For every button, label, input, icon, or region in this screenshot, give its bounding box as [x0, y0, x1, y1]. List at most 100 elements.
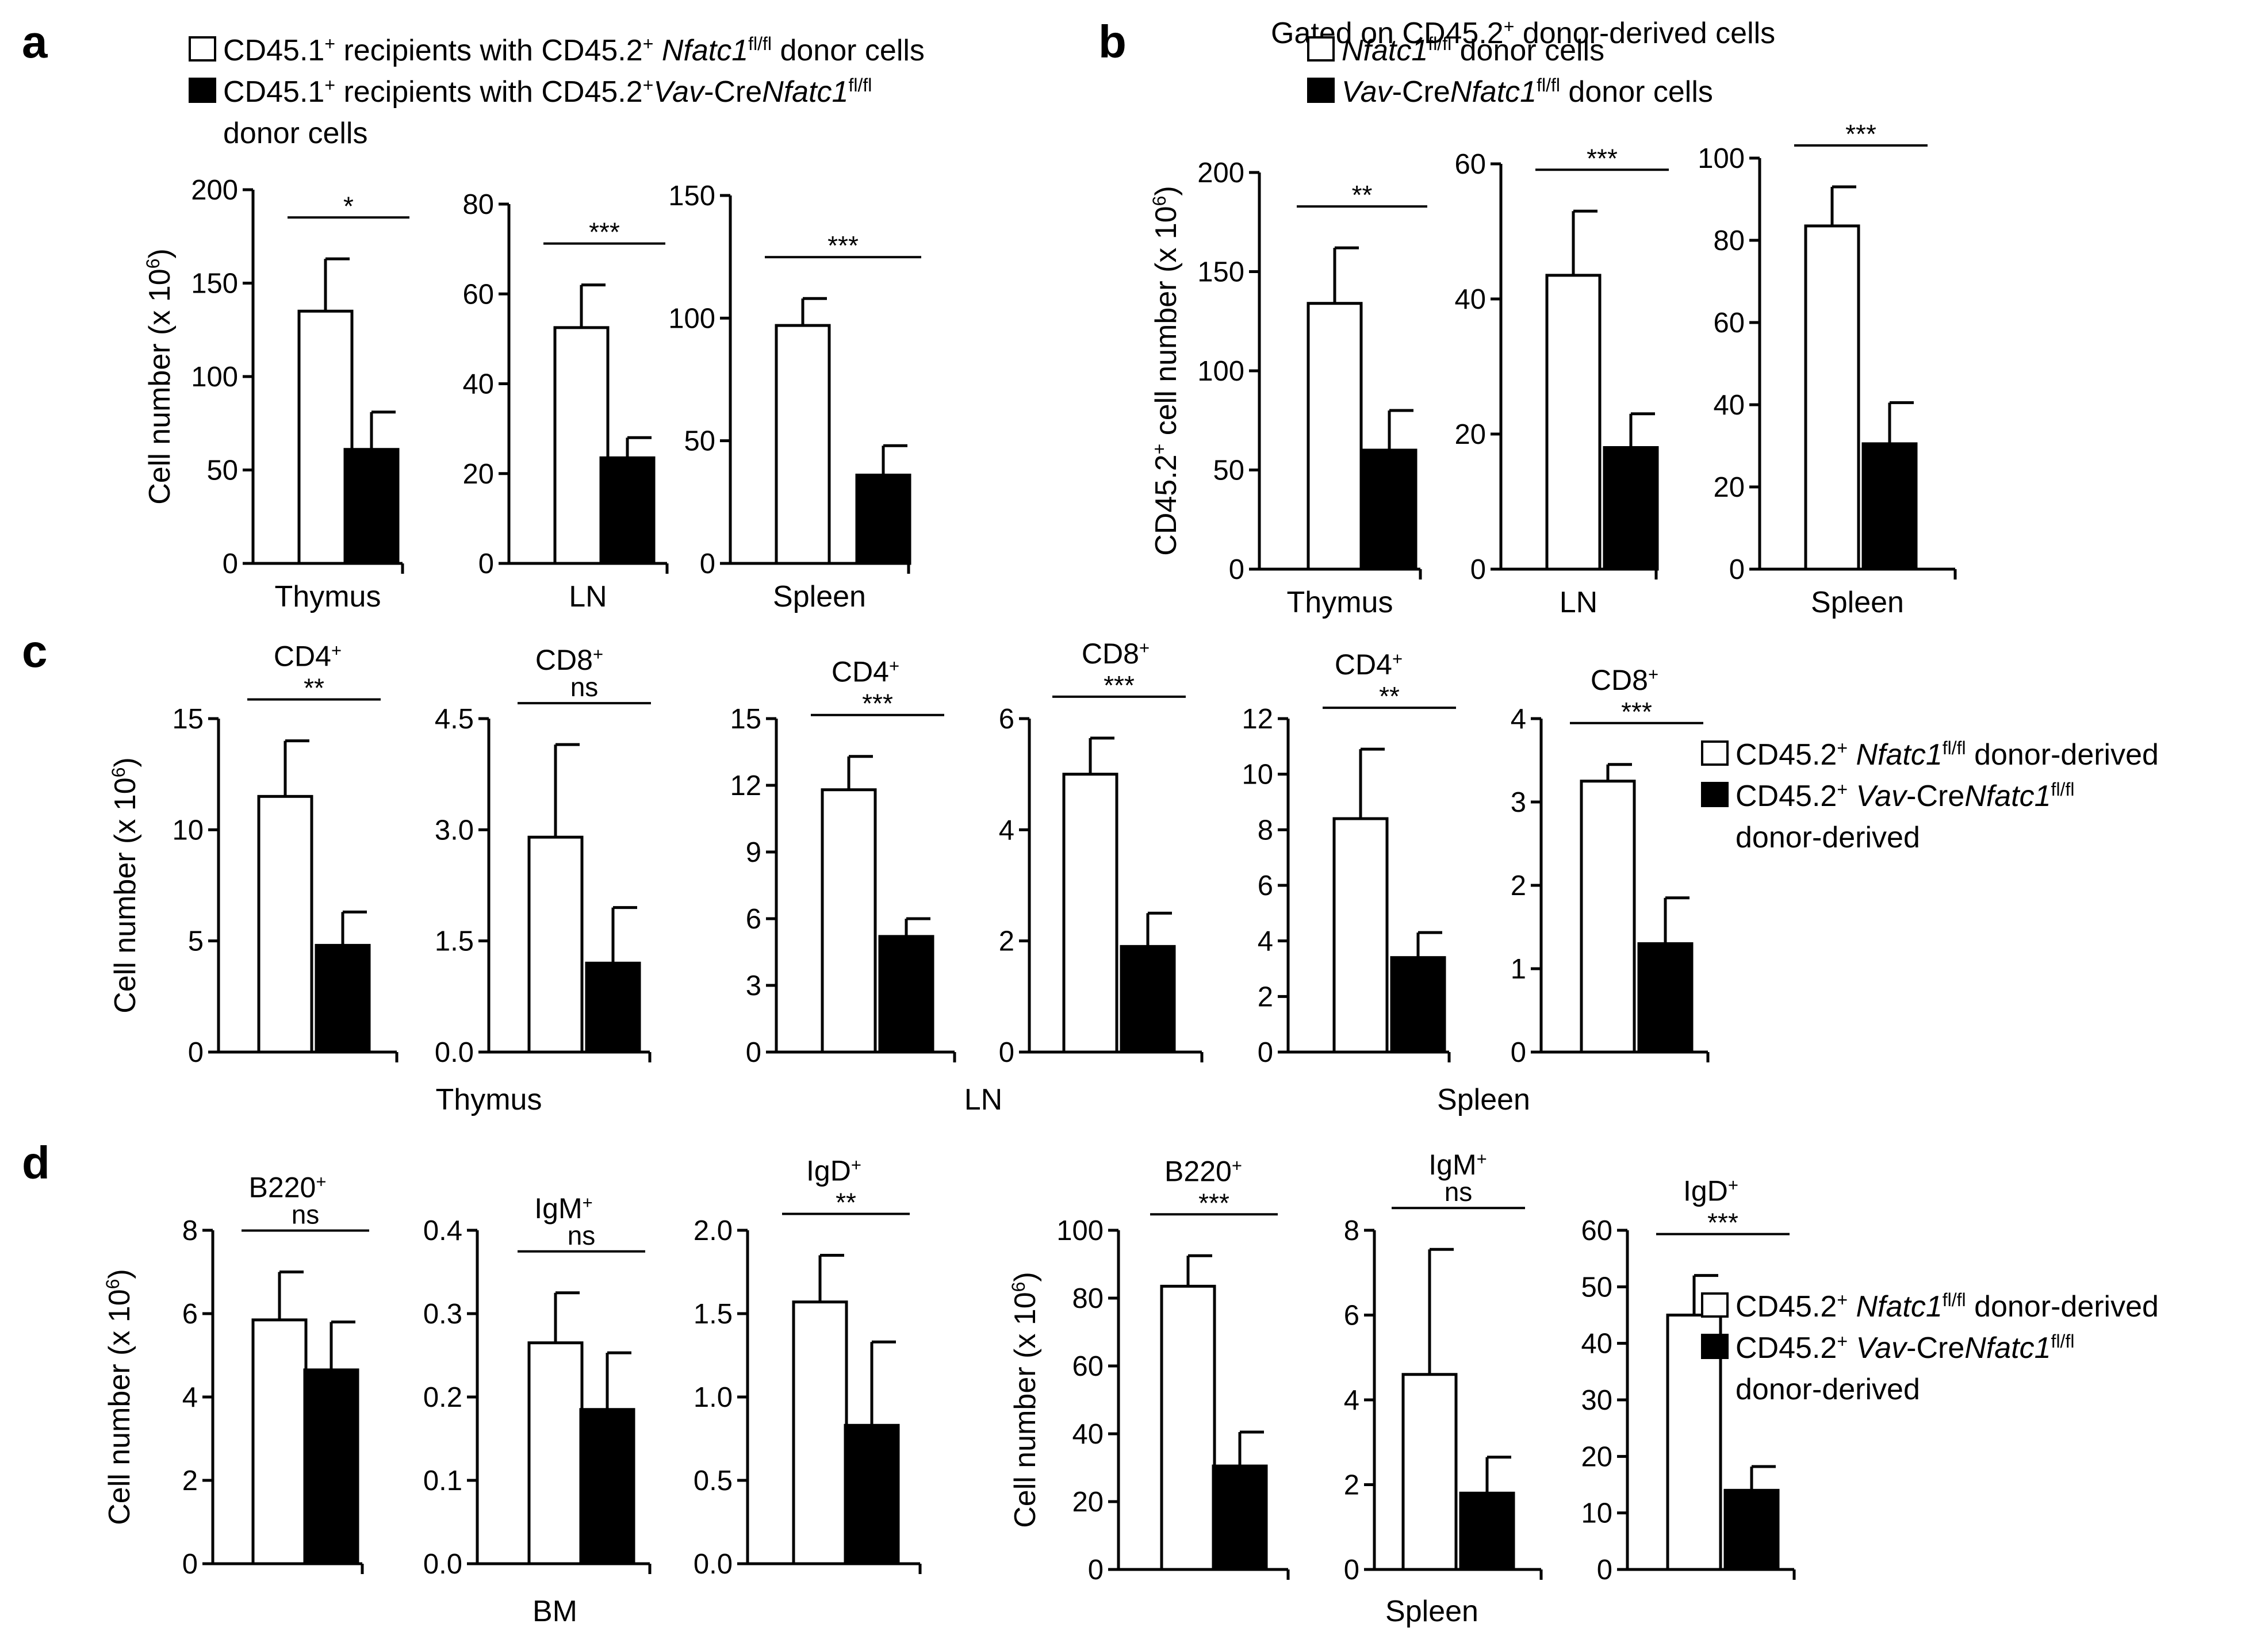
panel-letter: a [22, 16, 48, 67]
y-tick-label: 0 [182, 1549, 198, 1580]
y-tick-label: 0 [1258, 1037, 1273, 1068]
significance-label: ** [1352, 180, 1373, 210]
legend-item-label: CD45.1+ recipients with CD45.2+ Nfatc1fl… [223, 33, 925, 67]
y-tick-label: 150 [1197, 257, 1244, 288]
group-label: BM [532, 1595, 577, 1628]
y-tick-label: 15 [172, 704, 204, 735]
y-tick-label: 6 [746, 904, 761, 935]
y-tick-label: 4 [999, 815, 1014, 846]
significance-label: *** [1707, 1208, 1738, 1238]
chart-title: CD4+ [1335, 648, 1403, 681]
y-tick-label: 0.0 [435, 1037, 474, 1068]
group-label: Thymus [436, 1083, 542, 1116]
y-axis-label: Cell number (x 106) [143, 248, 177, 505]
y-tick-label: 0 [1470, 554, 1486, 585]
y-tick-label: 0 [746, 1037, 761, 1068]
y-tick-label: 6 [182, 1299, 198, 1330]
chart-title: CD8+ [1082, 637, 1150, 670]
y-tick-label: 8 [1258, 815, 1273, 846]
bar-knockout [844, 1423, 900, 1565]
y-tick-label: 2 [1344, 1470, 1359, 1501]
y-tick-label: 10 [1242, 759, 1273, 790]
y-tick-label: 60 [1072, 1351, 1104, 1382]
y-tick-label: 10 [1581, 1498, 1612, 1529]
y-tick-label: 8 [182, 1215, 198, 1246]
y-tick-label: 30 [1581, 1385, 1612, 1416]
legend-item-label: Vav-CreNfatc1fl/fl donor cells [1342, 75, 1713, 109]
chart-title: IgD+ [1683, 1175, 1738, 1207]
bar-knockout [579, 1408, 635, 1565]
y-tick-label: 2 [1258, 981, 1273, 1012]
y-tick-label: 0 [188, 1037, 204, 1068]
significance-label: ** [1379, 681, 1400, 711]
y-tick-label: 1 [1511, 954, 1526, 985]
bar-knockout [1212, 1464, 1268, 1571]
y-tick-label: 4 [182, 1382, 198, 1413]
y-tick-label: 1.5 [694, 1299, 733, 1330]
chart-title: CD8+ [535, 644, 603, 677]
significance-label: ns [292, 1200, 320, 1230]
bar-knockout [1603, 446, 1659, 571]
y-tick-label: 20 [1072, 1487, 1104, 1518]
bar-knockout [1120, 945, 1176, 1054]
significance-label: *** [862, 689, 893, 719]
y-tick-label: 60 [1581, 1215, 1612, 1246]
y-tick-label: 0 [1088, 1555, 1104, 1586]
y-tick-label: 40 [462, 369, 494, 400]
y-tick-label: 10 [172, 815, 204, 846]
significance-label: ns [570, 672, 599, 702]
y-tick-label: 100 [191, 362, 238, 393]
legend-swatch-filled [189, 78, 216, 103]
y-tick-label: 12 [730, 770, 761, 801]
bar-knockout [303, 1368, 359, 1565]
bar-knockout [1361, 448, 1418, 571]
y-tick-label: 5 [188, 926, 204, 957]
y-tick-label: 8 [1344, 1215, 1359, 1246]
legend-swatch-open [1701, 740, 1729, 766]
bar-knockout [1637, 942, 1694, 1054]
y-tick-label: 4.5 [435, 704, 474, 735]
group-label: Spleen [1385, 1595, 1478, 1628]
bar-knockout [585, 961, 641, 1054]
y-tick-label: 0.3 [423, 1299, 462, 1330]
bar-control [257, 795, 313, 1054]
y-tick-label: 0 [1729, 554, 1745, 585]
x-axis-label: Spleen [773, 580, 866, 613]
bar-control [775, 324, 831, 565]
y-tick-label: 2 [999, 926, 1014, 957]
bar-control [553, 326, 610, 565]
y-tick-label: 6 [999, 704, 1014, 735]
bar-knockout [1459, 1491, 1515, 1571]
y-tick-label: 3.0 [435, 815, 474, 846]
bar-control [297, 309, 354, 565]
y-tick-label: 20 [1454, 419, 1486, 450]
y-axis-label: Cell number (x 106) [102, 1269, 136, 1525]
chart-title: IgM+ [1428, 1149, 1487, 1181]
bar-knockout [343, 448, 400, 565]
y-tick-label: 0 [1344, 1555, 1359, 1586]
y-tick-label: 0 [999, 1037, 1014, 1068]
y-tick-label: 40 [1581, 1329, 1612, 1360]
legend-item-label-cont: donor cells [223, 117, 367, 150]
legend-swatch-filled [1701, 1334, 1729, 1359]
legend-swatch-open [1307, 36, 1335, 62]
y-tick-label: 100 [668, 303, 715, 334]
y-tick-label: 80 [462, 189, 494, 220]
y-tick-label: 0 [1229, 554, 1244, 585]
y-tick-label: 40 [1713, 390, 1745, 421]
y-tick-label: 80 [1713, 225, 1745, 256]
y-tick-label: 200 [191, 175, 238, 206]
chart-title: B220+ [1164, 1155, 1242, 1188]
bar-knockout [599, 456, 656, 565]
y-tick-label: 4 [1344, 1385, 1359, 1416]
y-tick-label: 3 [746, 970, 761, 1001]
legend-item-label-cont: donor-derived [1736, 1373, 1920, 1406]
bar-control [251, 1318, 308, 1565]
y-tick-label: 0 [1597, 1555, 1612, 1586]
chart-title: CD4+ [274, 640, 342, 673]
x-axis-label: Spleen [1811, 586, 1904, 619]
chart-title: IgM+ [534, 1192, 592, 1225]
y-tick-label: 100 [1056, 1215, 1104, 1246]
y-tick-label: 0 [1511, 1037, 1526, 1068]
y-tick-label: 60 [1713, 308, 1745, 339]
